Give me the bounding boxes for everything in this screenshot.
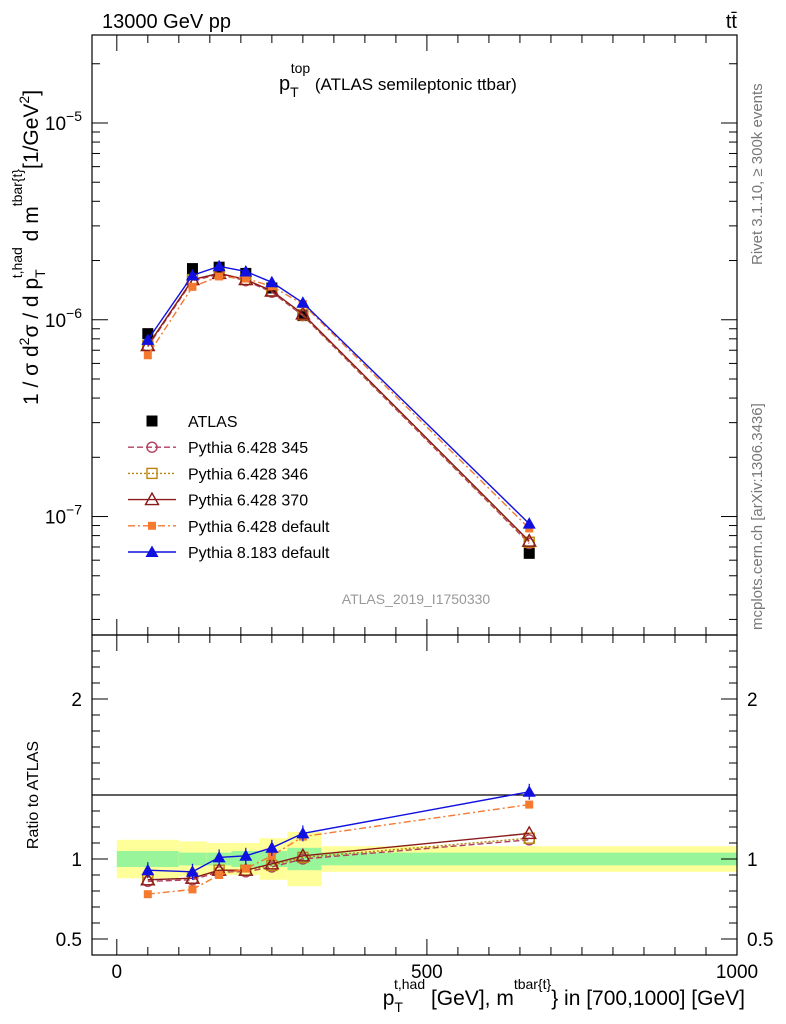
series-line-pythia-6-428-345 bbox=[147, 273, 530, 544]
ratio-y-tick-label-right-0: 0.5 bbox=[747, 930, 773, 951]
series-line-pythia-6-428-default bbox=[147, 275, 530, 529]
legend-label-atlas: ATLAS bbox=[188, 414, 238, 431]
legend-label-pythia-6-428-345: Pythia 6.428 345 bbox=[188, 440, 308, 457]
rivet-version-label: Rivet 3.1.10, ≥ 300k events bbox=[749, 83, 766, 265]
point-pythia-6-428-default-1 bbox=[188, 282, 197, 291]
x-tick-label-0: 0 bbox=[112, 962, 123, 983]
ratio-y-tick-label-left-0: 0.5 bbox=[56, 930, 82, 951]
ratio-point-pythia-6-428-default-3 bbox=[241, 864, 250, 873]
ratio-point-pythia-6-428-370-4 bbox=[264, 855, 280, 870]
chart-title: pTtop (ATLAS semileptonic ttbar) bbox=[279, 60, 517, 100]
point-pythia-8-183-default-4 bbox=[265, 275, 279, 288]
ratio-point-pythia-6-428-default-6 bbox=[525, 800, 534, 809]
point-pythia-6-428-370-5 bbox=[295, 306, 311, 320]
ratio-panel: 0.5 0.5 1 1 2 2 0 500 1000 Ratio to ATLAS pTt,ha… bbox=[25, 634, 773, 1015]
point-pythia-8-183-default-0 bbox=[141, 333, 155, 345]
ratio-point-pythia-8-183-default-6 bbox=[522, 785, 536, 797]
process-label: tt̄ bbox=[726, 11, 738, 33]
point-pythia-8-183-default-6 bbox=[522, 517, 536, 529]
ratio-band-green-0 bbox=[116, 851, 179, 867]
ratio-y-axis-label: Ratio to ATLAS bbox=[25, 741, 42, 849]
ratio-point-pythia-6-428-370-5 bbox=[295, 847, 311, 862]
point-pythia-8-183-default-5 bbox=[296, 296, 310, 308]
ratio-y-tick-label-right-2: 2 bbox=[747, 690, 758, 711]
point-pythia-6-428-370-6 bbox=[521, 533, 537, 547]
ratio-band-green-5 bbox=[287, 847, 322, 871]
point-pythia-6-428-346-5 bbox=[297, 309, 309, 321]
analysis-id-label: ATLAS_2019_I1750330 bbox=[342, 591, 491, 607]
x-axis-label: pTt,had [GeV], mtbar{t}} in [700,1000] [… bbox=[383, 976, 745, 1015]
legend-marker-pythia-6-428-default bbox=[148, 521, 156, 530]
ratio-y-tick-label-right-1: 1 bbox=[747, 850, 758, 871]
point-pythia-8-183-default-3 bbox=[239, 264, 253, 277]
main-panel: 10−7 10−6 10−5 pTtop (ATLAS semileptonic t… bbox=[9, 34, 738, 636]
point-atlas-6 bbox=[523, 547, 535, 559]
ratio-point-pythia-8-183-default-1 bbox=[185, 865, 199, 877]
ratio-y-tick-label-left-1: 1 bbox=[71, 850, 82, 871]
main-y-tick-label-0: 10−7 bbox=[45, 502, 82, 529]
legend: ATLAS Pythia 6.428 345 Pythia 6.428 346 Pyt… bbox=[128, 414, 330, 562]
legend-marker-pythia-8-183-default bbox=[145, 545, 159, 557]
x-tick-label-2: 1000 bbox=[716, 962, 758, 983]
legend-label-pythia-6-428-370: Pythia 6.428 370 bbox=[188, 493, 308, 510]
mcplots-label: mcplots.cern.ch [arXiv:1306.3436] bbox=[749, 403, 766, 630]
legend-marker-pythia-6-428-370 bbox=[144, 491, 160, 506]
ratio-point-pythia-8-183-default-0 bbox=[141, 863, 155, 876]
legend-label-pythia-8-183-default: Pythia 8.183 default bbox=[188, 545, 330, 562]
main-y-tick-label-2: 10−5 bbox=[45, 108, 82, 135]
ratio-point-pythia-6-428-default-2 bbox=[215, 871, 224, 879]
point-pythia-6-428-default-0 bbox=[143, 351, 152, 360]
legend-label-pythia-6-428-346: Pythia 6.428 346 bbox=[188, 466, 308, 483]
ratio-point-pythia-6-428-default-0 bbox=[143, 890, 152, 899]
point-pythia-8-183-default-2 bbox=[212, 259, 226, 272]
point-pythia-6-428-default-3 bbox=[241, 274, 250, 283]
ratio-point-pythia-6-428-370-1 bbox=[184, 870, 201, 884]
ratio-point-pythia-6-428-370-0 bbox=[140, 871, 156, 886]
ratio-point-pythia-8-183-default-2 bbox=[212, 850, 226, 863]
point-atlas-1 bbox=[186, 263, 198, 275]
point-pythia-8-183-default-1 bbox=[185, 268, 199, 281]
energy-label: 13000 GeV pp bbox=[102, 11, 231, 33]
ratio-point-pythia-8-183-default-3 bbox=[239, 849, 253, 861]
legend-label-pythia-6-428-default: Pythia 6.428 default bbox=[188, 519, 330, 536]
ratio-y-tick-label-left-2: 2 bbox=[71, 690, 82, 711]
ratio-band-green-6 bbox=[321, 852, 737, 866]
ratio-band-green-1 bbox=[178, 852, 207, 866]
ratio-point-pythia-6-428-default-1 bbox=[188, 885, 197, 894]
main-y-tick-label-1: 10−6 bbox=[45, 305, 82, 332]
x-tick-label-1: 500 bbox=[411, 962, 443, 983]
main-y-axis-label: 1 / σ d2σ / d pTt,had d mtbar{t}[1/GeV2] bbox=[9, 90, 48, 405]
ratio-point-pythia-6-428-370-6 bbox=[521, 825, 537, 840]
legend-marker-atlas bbox=[146, 415, 158, 427]
ratio-point-pythia-8-183-default-5 bbox=[296, 826, 310, 839]
ratio-point-pythia-8-183-default-4 bbox=[265, 841, 279, 853]
legend-marker-pythia-6-428-346 bbox=[146, 467, 158, 480]
legend-marker-pythia-6-428-345 bbox=[146, 441, 158, 453]
point-pythia-6-428-default-2 bbox=[215, 272, 224, 281]
